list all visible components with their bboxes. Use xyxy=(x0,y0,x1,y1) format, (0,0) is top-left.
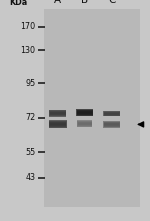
Bar xyxy=(104,123,119,126)
Bar xyxy=(77,110,93,116)
Text: 43: 43 xyxy=(25,173,35,182)
Bar xyxy=(104,112,120,115)
Bar xyxy=(104,113,119,114)
Bar xyxy=(50,112,66,114)
Bar xyxy=(50,112,66,115)
Bar xyxy=(49,110,66,117)
Text: 170: 170 xyxy=(20,23,35,31)
Bar xyxy=(50,124,66,125)
Bar xyxy=(103,121,120,128)
Text: 95: 95 xyxy=(25,79,35,88)
Bar xyxy=(77,112,92,113)
Bar xyxy=(77,112,92,114)
Text: 130: 130 xyxy=(20,46,35,55)
Bar xyxy=(50,112,66,115)
Bar xyxy=(76,109,93,116)
Bar xyxy=(103,111,120,116)
Text: C: C xyxy=(108,0,116,5)
Bar xyxy=(50,122,66,126)
Bar xyxy=(104,111,120,116)
Bar xyxy=(49,121,66,127)
Text: KDa: KDa xyxy=(9,0,27,7)
Bar xyxy=(104,124,119,125)
Text: 72: 72 xyxy=(25,113,35,122)
Bar xyxy=(77,121,92,126)
Bar xyxy=(50,123,66,125)
Bar xyxy=(49,120,67,128)
Bar xyxy=(77,120,92,127)
Bar xyxy=(103,111,120,116)
Bar xyxy=(49,122,66,127)
Bar xyxy=(77,121,92,127)
Bar xyxy=(104,112,120,116)
Bar xyxy=(104,113,119,114)
Bar xyxy=(50,111,66,116)
Bar xyxy=(49,120,67,128)
Bar xyxy=(104,112,120,116)
Bar xyxy=(78,122,92,126)
Bar xyxy=(49,110,66,117)
Bar xyxy=(49,110,66,116)
Bar xyxy=(78,123,92,124)
Bar xyxy=(77,111,93,114)
Bar xyxy=(77,110,93,115)
Text: A: A xyxy=(54,0,61,5)
Bar xyxy=(77,120,92,127)
Bar xyxy=(104,124,119,125)
Bar xyxy=(49,122,66,126)
Bar xyxy=(50,113,65,114)
Bar xyxy=(78,122,92,126)
Bar xyxy=(104,122,120,127)
Text: 55: 55 xyxy=(25,148,35,156)
Bar xyxy=(104,122,120,127)
Bar xyxy=(49,111,66,116)
Bar xyxy=(76,109,93,116)
Bar xyxy=(49,120,67,128)
Bar xyxy=(78,123,92,125)
Bar xyxy=(104,122,120,127)
Bar xyxy=(77,110,93,115)
Bar xyxy=(103,121,120,128)
Bar xyxy=(44,9,140,207)
Bar xyxy=(77,111,92,114)
Bar xyxy=(104,123,120,126)
Bar xyxy=(78,122,92,125)
Text: B: B xyxy=(81,0,88,5)
Bar xyxy=(104,113,119,115)
